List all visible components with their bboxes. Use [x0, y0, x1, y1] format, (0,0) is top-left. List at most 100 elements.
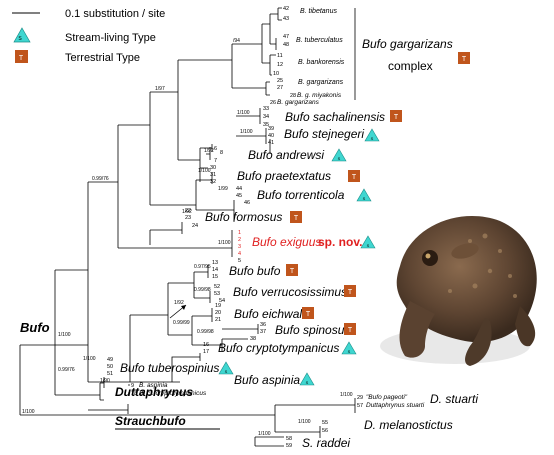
taxon-label: B. tuberculatus: [296, 37, 343, 44]
stream-icon-letter: S: [363, 196, 366, 201]
genus-bufo: Bufo: [20, 320, 50, 335]
tip-number: 33: [263, 106, 269, 112]
support-value: 0.97/95: [194, 264, 211, 270]
toad-photo: [380, 216, 537, 366]
stream-icon: [13, 27, 31, 43]
tip-number: 34: [263, 114, 269, 120]
tip-number: 46: [244, 200, 250, 206]
tip-number: 10: [273, 71, 279, 77]
support-value: 1/100: [198, 168, 211, 174]
tip-number: 43: [283, 16, 289, 22]
terrestrial-icon-letter: T: [394, 114, 399, 121]
support-value: 1/100: [240, 129, 253, 135]
tip-number: 39: [268, 126, 274, 132]
support-value: 1/100: [83, 356, 96, 362]
terrestrial-icon-letter: T: [352, 174, 357, 181]
tip-number: 2: [238, 237, 241, 243]
tip-number: 48: [283, 42, 289, 48]
tip-number: 50: [107, 364, 113, 370]
stream-icon-letter: S: [371, 136, 374, 141]
clade-eichwaldi: Bufo eichwaldi: [234, 307, 312, 321]
tip-number: 56: [322, 428, 328, 434]
terrestrial-icon: [302, 307, 314, 319]
genus-strauchbufo: Strauchbufo: [115, 414, 186, 428]
tip-number: 59: [286, 443, 292, 449]
support-value: 1/92: [174, 300, 184, 306]
clade-formosus: Bufo formosus: [205, 210, 282, 224]
scale-label: 0.1 substitution / site: [65, 8, 165, 20]
clade-stejnegeri: Bufo stejnegeri: [284, 127, 364, 141]
tip-number: 41: [268, 140, 274, 146]
support-value: 0.99/76: [92, 176, 109, 182]
tip-number: 35: [263, 122, 269, 128]
tip-number: 12: [277, 62, 283, 68]
tip-number: 18: [131, 391, 137, 397]
tip-number: 40: [268, 133, 274, 139]
tip-number: 51: [107, 371, 113, 377]
clade-stuarti: D. stuarti: [430, 392, 478, 406]
tip-number: 20: [215, 310, 221, 316]
terrestrial-icon-letter: T: [306, 311, 311, 318]
tip-number: 19: [215, 303, 221, 309]
clade-andrewsi: Bufo andrewsi: [248, 148, 324, 162]
tip-number: 44: [236, 186, 242, 192]
stream-icon-letter: S: [18, 36, 22, 42]
clade-sachalinensis: Bufo sachalinensis: [285, 110, 385, 124]
tip-number: 55: [322, 420, 328, 426]
stream-icon: [299, 372, 315, 386]
clade-tuberospinius: Bufo tuberospinius: [120, 361, 219, 375]
taxon-label: B. aspinia: [139, 382, 168, 389]
terrestrial-icon-letter: T: [462, 56, 467, 63]
tip-number: 42: [283, 6, 289, 12]
terrestrial-icon: [344, 323, 356, 335]
terrestrial-icon: [348, 170, 360, 182]
stream-icon: [364, 128, 380, 142]
stream-icon-letter: S: [367, 243, 370, 248]
stream-icon: [218, 361, 234, 375]
tip-number: 37: [260, 329, 266, 335]
support-value: 0.99/98: [194, 287, 211, 293]
tip-number: 7: [214, 158, 217, 164]
tip-number: 36: [260, 322, 266, 328]
support-value: 1/100: [58, 332, 71, 338]
stream-icon: [356, 188, 372, 202]
support-value: 1/100: [237, 110, 250, 116]
tip-number: 28: [290, 93, 296, 99]
support-value: 0.99/99: [173, 320, 190, 326]
terrestrial-icon-letter: T: [348, 289, 353, 296]
tip-number: 31: [210, 172, 216, 178]
stream-icon-letter: S: [338, 156, 341, 161]
clade-aspinia: Bufo aspinia: [234, 373, 300, 387]
tip-number: 16: [203, 342, 209, 348]
clade-verrucosissimus: Bufo verrucosissimus: [233, 285, 347, 299]
terrestrial-icon: [290, 211, 302, 223]
terrestrial-icon-letter: T: [348, 327, 353, 334]
support-value: 1/100: [258, 431, 271, 437]
terrestrial-icon: [344, 285, 356, 297]
taxon-label: "Bufo pageoti": [366, 394, 408, 401]
clade-raddei: S. raddei: [302, 436, 350, 450]
stream-icon-letter: S: [225, 369, 228, 374]
tip-number: 11: [277, 53, 283, 59]
taxon-label: B. bankorensis: [298, 59, 345, 66]
support-value: 1/100: [218, 240, 231, 246]
tip-number: 15: [212, 274, 218, 280]
clade-gargarizans: Bufo gargarizans: [362, 37, 453, 51]
tip-number: 52: [214, 284, 220, 290]
taxon-label: B. gargarizans: [277, 99, 320, 106]
tip-number: 57: [357, 403, 363, 409]
tip-number: 22: [185, 208, 191, 214]
tip-number: 3: [238, 244, 241, 250]
support-value: 1/92: [204, 148, 214, 154]
genus-duttaphrynus: Duttaphrynus: [115, 385, 193, 399]
terrestrial-icon: [390, 110, 402, 122]
terrestrial-icon: [15, 50, 28, 63]
tip-number: 5: [238, 258, 241, 264]
tip-number: 13: [212, 260, 218, 266]
tip-number: 25: [277, 78, 283, 84]
clade-torrenticola: Bufo torrenticola: [257, 188, 345, 202]
clade-cryptotympanicus: Bufo cryptotympanicus: [218, 341, 339, 355]
taxon-label: B. gargarizans: [298, 79, 344, 86]
stream-label: Stream-living Type: [65, 32, 156, 44]
